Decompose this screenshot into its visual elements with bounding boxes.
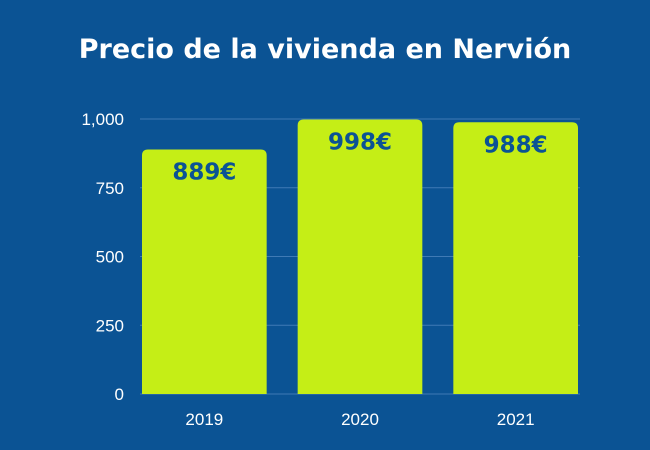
data-label-2021: 988€: [484, 132, 548, 158]
bar-2021: [453, 122, 578, 395]
y-axis-ticks: 0 250 500 750 1,000: [81, 110, 124, 404]
bar-2020: [297, 119, 423, 395]
data-label-2019: 889€: [172, 160, 236, 186]
y-tick-label: 750: [96, 179, 124, 198]
x-tick-label: 2021: [497, 410, 535, 429]
chart-title: Precio de la vivienda en Nervión: [78, 34, 572, 65]
y-tick-label: 0: [115, 385, 124, 404]
bars: 889€ 998€ 988€: [142, 119, 578, 395]
y-tick-label: 500: [96, 248, 124, 267]
bar-2019: [142, 149, 267, 394]
x-tick-label: 2020: [341, 410, 379, 429]
x-tick-label: 2019: [185, 410, 223, 429]
y-tick-label: 1,000: [81, 110, 124, 129]
data-label-2020: 998€: [328, 130, 392, 156]
x-axis-ticks: 2019 2020 2021: [185, 410, 534, 429]
y-tick-label: 250: [96, 316, 124, 335]
